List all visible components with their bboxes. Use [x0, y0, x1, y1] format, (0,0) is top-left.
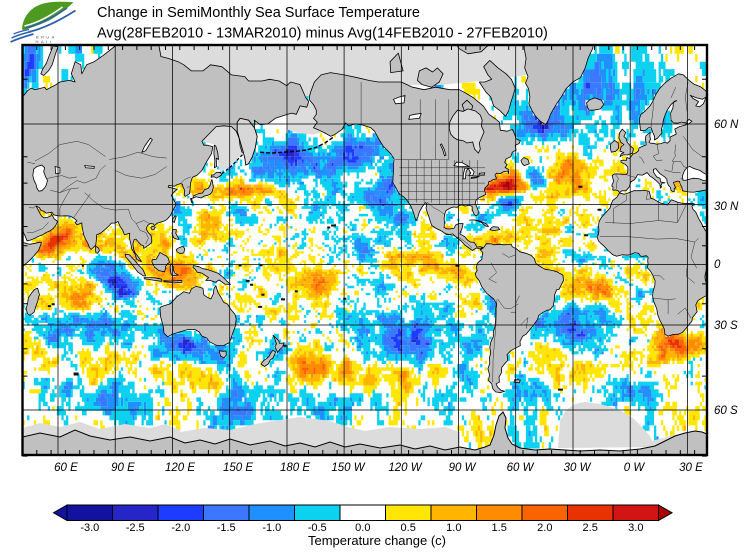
svg-text:30 N: 30 N: [714, 201, 739, 213]
svg-text:120 E: 120 E: [165, 462, 195, 474]
svg-text:150 E: 150 E: [223, 462, 253, 474]
svg-text:60 S: 60 S: [714, 405, 738, 417]
svg-text:-2.5: -2.5: [126, 522, 145, 534]
svg-text:Avg(28FEB2010 - 13MAR2010) min: Avg(28FEB2010 - 13MAR2010) minus Avg(14F…: [97, 26, 548, 42]
svg-text:2.0: 2.0: [537, 522, 552, 534]
svg-text:BRUA: BRUA: [36, 35, 57, 40]
svg-text:0 W: 0 W: [624, 462, 646, 474]
svg-text:90 E: 90 E: [111, 462, 135, 474]
svg-text:60 N: 60 N: [714, 119, 739, 131]
svg-text:Temperature change (c): Temperature change (c): [308, 533, 446, 548]
svg-text:-1.0: -1.0: [262, 522, 281, 534]
svg-text:150 W: 150 W: [331, 462, 365, 474]
svg-text:30 S: 30 S: [714, 320, 738, 332]
svg-text:90 W: 90 W: [449, 462, 477, 474]
svg-text:0.5: 0.5: [401, 522, 416, 534]
svg-text:60 E: 60 E: [54, 462, 78, 474]
svg-text:30 E: 30 E: [679, 462, 703, 474]
svg-text:180 E: 180 E: [280, 462, 310, 474]
svg-text:-1.5: -1.5: [217, 522, 236, 534]
svg-text:30 W: 30 W: [564, 462, 592, 474]
svg-text:0.0: 0.0: [355, 522, 370, 534]
svg-text:3.0: 3.0: [628, 522, 643, 534]
svg-text:1.0: 1.0: [446, 522, 461, 534]
svg-text:1.5: 1.5: [492, 522, 507, 534]
svg-text:-2.0: -2.0: [171, 522, 190, 534]
svg-text:0: 0: [714, 259, 721, 271]
svg-text:-3.0: -3.0: [80, 522, 99, 534]
svg-text:120 W: 120 W: [388, 462, 422, 474]
svg-text:-0.5: -0.5: [308, 522, 327, 534]
svg-text:HAII: HAII: [36, 39, 54, 44]
svg-text:Change in SemiMonthly Sea Surf: Change in SemiMonthly Sea Surface Temper…: [97, 5, 420, 21]
svg-text:60 W: 60 W: [507, 462, 535, 474]
svg-text:2.5: 2.5: [583, 522, 598, 534]
